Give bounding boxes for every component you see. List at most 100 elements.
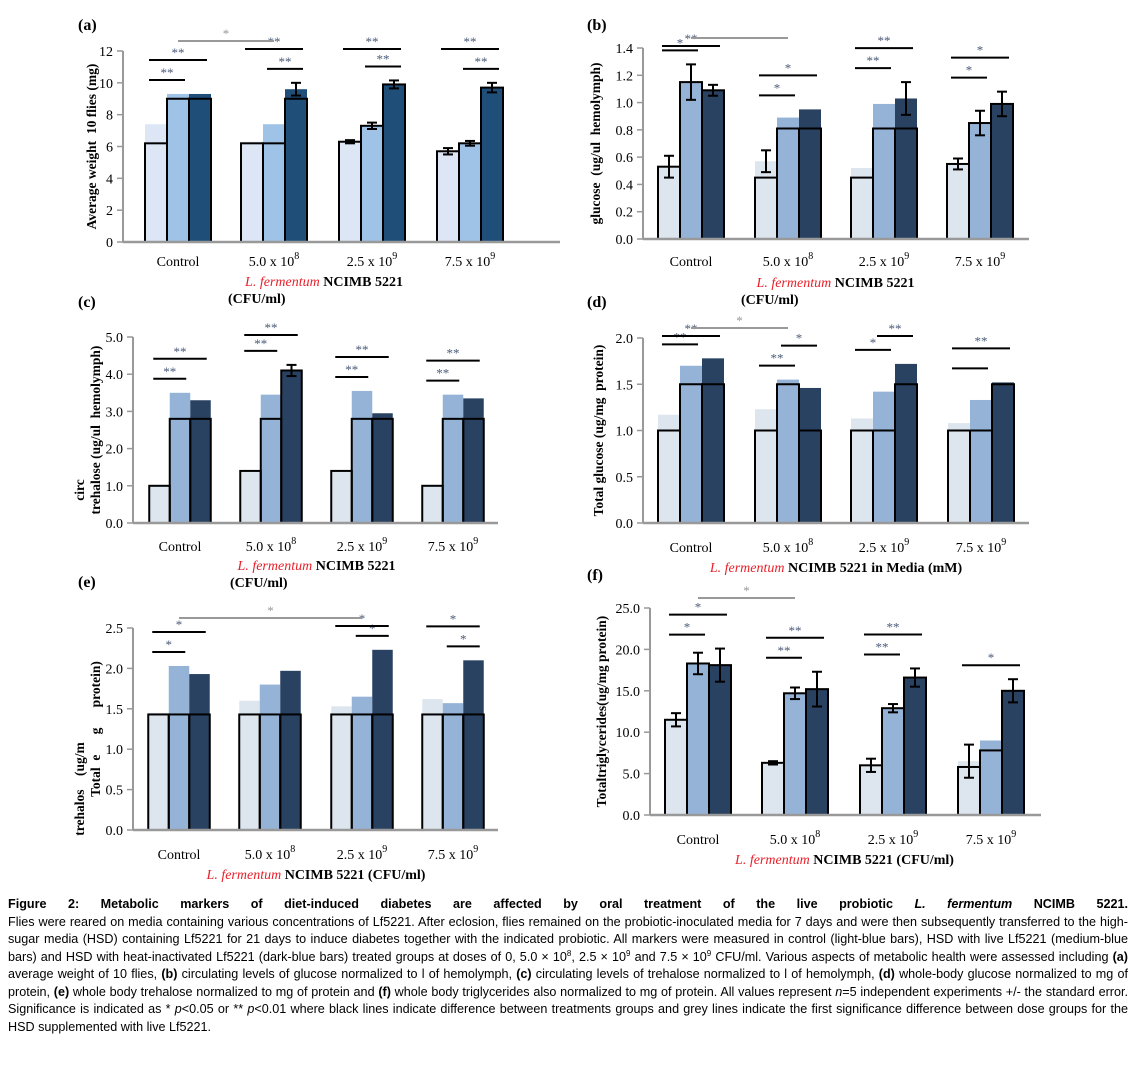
bar <box>1002 690 1024 815</box>
significance-label: ** <box>887 619 900 634</box>
x-tick-label: Control <box>158 848 201 863</box>
strain-name: NCIMB 5221 <box>320 275 403 290</box>
bar <box>806 689 828 815</box>
significance-label: ** <box>345 362 358 377</box>
bar <box>873 103 895 239</box>
panel-label: (e) <box>78 574 96 591</box>
caption-segment: <0.01 where black lines indicate differe… <box>8 1002 1128 1034</box>
y-tick-label: 4.0 <box>106 368 124 383</box>
y-tick-label: 0.0 <box>616 233 634 248</box>
significance-label: ** <box>464 34 477 49</box>
y-tick-label: 1.0 <box>616 425 634 440</box>
chart-panel-f: (f) 0.0 5.0 10.0 15.0 20.0 25.0 Totaltriglyceri… <box>587 567 1041 868</box>
panel-label: (a) <box>78 17 97 34</box>
x-tick-base: 2.5 x 10 <box>347 255 393 270</box>
y-tick-label: 1.0 <box>106 743 124 758</box>
x-tick-label: Control <box>157 255 200 270</box>
bar <box>784 693 806 815</box>
x-tick-label: 2.5 x 109 <box>859 537 910 556</box>
y-tick-label: 0.6 <box>616 151 634 166</box>
significance-label: ** <box>254 336 267 351</box>
y-tick-label: 5.0 <box>623 768 641 783</box>
chart-panel-d: (d) 0.0 0.5 1.0 1.5 2.0 Total glucose (ug/mg p… <box>587 294 1029 576</box>
panel-label: (b) <box>587 17 607 34</box>
y-tick-label: 25.0 <box>616 602 641 617</box>
y-axis-label: Total e g protein) <box>88 661 103 797</box>
caption-segment: p <box>174 1002 182 1016</box>
bar <box>189 93 211 242</box>
x-tick-label: 5.0 x 108 <box>763 251 814 270</box>
bar <box>149 485 170 523</box>
caption-segment: circulating levels of trehalose normaliz… <box>531 967 879 981</box>
x-tick-label: 7.5 x 109 <box>966 829 1017 848</box>
bar <box>658 414 680 523</box>
caption-segment: p <box>247 1002 255 1016</box>
bar <box>241 141 263 242</box>
significance-label: ** <box>366 34 379 49</box>
x-tick-base: Control <box>677 833 720 848</box>
strain-name: NCIMB 5221 (CFU/ml) <box>281 868 426 883</box>
x-axis-title: L. fermentum NCIMB 5221 <box>244 275 403 290</box>
significance-label: * <box>267 603 274 618</box>
significance-label: ** <box>876 639 889 654</box>
caption-segment: <0.05 or ** <box>181 1002 248 1016</box>
y-tick-label: 12 <box>99 45 113 60</box>
bar <box>331 470 352 523</box>
bar <box>459 143 481 242</box>
bar <box>422 485 443 523</box>
y-axis-label: circ <box>72 479 87 500</box>
significance-label: * <box>369 621 376 636</box>
x-tick-base: 5.0 x 10 <box>245 848 291 863</box>
bar <box>958 761 980 815</box>
bar <box>762 762 784 815</box>
caption-segment: (d) <box>878 967 895 981</box>
species-name: L. fermentum <box>734 853 810 868</box>
bar <box>799 109 821 240</box>
x-tick-label: 7.5 x 109 <box>428 844 479 863</box>
x-tick-base: 7.5 x 10 <box>956 541 1002 556</box>
y-tick-label: 2.0 <box>106 443 124 458</box>
x-tick-base: 5.0 x 10 <box>246 540 292 555</box>
x-tick-exponent: 9 <box>1011 829 1016 840</box>
x-tick-base: Control <box>670 255 713 270</box>
bar <box>970 399 992 523</box>
panel-label: (f) <box>587 567 603 584</box>
significance-label: ** <box>778 643 791 658</box>
significance-label: ** <box>356 342 369 357</box>
significance-label: * <box>677 35 684 50</box>
caption-segment: whole-body glucose normalized to mg of p… <box>8 967 1128 999</box>
caption-segment: NCIMB 5221. <box>1012 897 1128 911</box>
x-axis-title: L. fermentum NCIMB 5221 <box>237 559 396 574</box>
species-name: L. fermentum <box>756 276 832 291</box>
bar <box>463 660 484 830</box>
bar <box>992 382 1014 523</box>
x-axis-unit: (CFU/ml) <box>228 292 286 307</box>
significance-label: ** <box>975 333 988 348</box>
bar <box>777 117 799 239</box>
bar <box>167 93 189 242</box>
x-tick-label: 5.0 x 108 <box>245 844 296 863</box>
y-tick-label: 2.0 <box>106 662 124 677</box>
x-tick-exponent: 9 <box>1000 251 1005 262</box>
bar <box>882 708 904 815</box>
x-tick-base: 2.5 x 10 <box>337 848 383 863</box>
y-tick-label: 20.0 <box>616 643 641 658</box>
y-tick-label: 0.4 <box>616 178 634 193</box>
x-tick-base: 2.5 x 10 <box>859 255 905 270</box>
significance-label: ** <box>163 364 176 379</box>
strain-name: NCIMB 5221 <box>831 276 914 291</box>
x-tick-exponent: 9 <box>382 536 387 547</box>
bar <box>851 168 873 239</box>
significance-label: * <box>176 617 183 632</box>
y-axis-label: Totaltriglycerides(ug/mg protein) <box>594 616 609 808</box>
x-tick-base: 5.0 x 10 <box>763 255 809 270</box>
chart-panel-b: (b) 0.0 0.2 0.4 0.6 0.8 1.0 1.2 1.4 glucose (ug/u… <box>587 17 1029 308</box>
bar <box>148 712 169 830</box>
significance-label: * <box>695 600 702 615</box>
caption-segment: and 7.5 × 10 <box>630 949 707 964</box>
bar <box>851 418 873 523</box>
caption-segment: =5 independent experiments +/- the stand… <box>8 984 1128 1017</box>
x-tick-exponent: 8 <box>815 829 820 840</box>
bar <box>980 740 1002 815</box>
